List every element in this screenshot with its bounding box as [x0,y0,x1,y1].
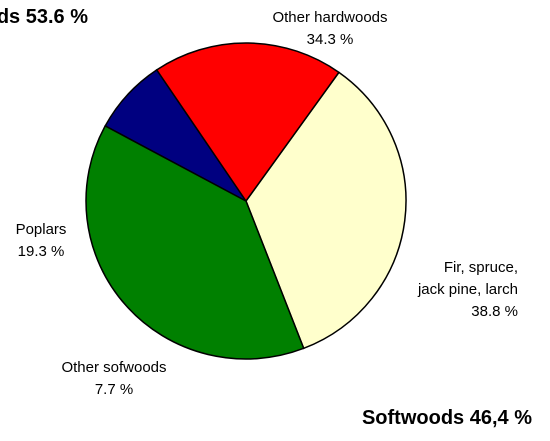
pie-slices [85,42,407,360]
softwoods-group-label: Softwoods 46,4 % [362,407,532,429]
slice-name-label: jack pine, larch [417,281,518,298]
slice-value-label: 7.7 % [95,381,133,398]
pie-slice [245,71,407,350]
slice-name-label: Poplars [16,221,67,238]
hardwoods-group-label: Hardwoods 53.6 % [0,6,88,28]
slice-name-label: Other sofwoods [61,359,166,376]
slice-name-label: Fir, spruce, [444,259,518,276]
slice-value-label: 19.3 % [18,243,65,260]
slice-value-label: 34.3 % [307,31,354,48]
pie-slice [85,124,305,360]
slice-value-label: 38.8 % [471,303,518,320]
slice-labels: Other hardwoods 34.3 % Fir, spruce, jack pi… [16,9,518,398]
slice-name-label: Other hardwoods [272,9,387,26]
pie-slice [155,42,340,203]
